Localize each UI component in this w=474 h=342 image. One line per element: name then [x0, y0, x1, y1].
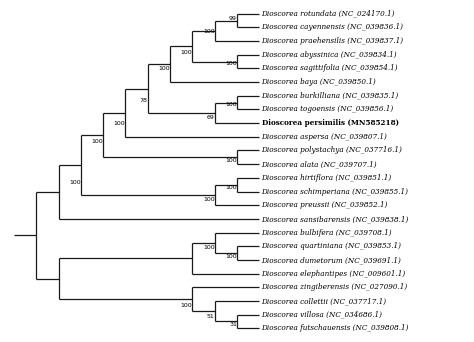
Text: Dioscorea cayennensis (NC_039836.1): Dioscorea cayennensis (NC_039836.1) — [262, 23, 403, 31]
Text: 69: 69 — [207, 115, 215, 120]
Text: 100: 100 — [203, 29, 215, 34]
Text: 100: 100 — [158, 66, 170, 71]
Text: 100: 100 — [203, 245, 215, 250]
Text: Dioscorea dumetorum (NC_039691.1): Dioscorea dumetorum (NC_039691.1) — [262, 256, 401, 264]
Text: 51: 51 — [207, 314, 215, 319]
Text: Dioscorea preussii (NC_039852.1): Dioscorea preussii (NC_039852.1) — [262, 201, 388, 209]
Text: Dioscorea quartiniana (NC_039853.1): Dioscorea quartiniana (NC_039853.1) — [262, 242, 401, 250]
Text: Dioscorea alata (NC_039707.1): Dioscorea alata (NC_039707.1) — [262, 160, 377, 168]
Text: Dioscorea zingiberensis (NC_027090.1): Dioscorea zingiberensis (NC_027090.1) — [262, 283, 408, 291]
Text: 100: 100 — [203, 197, 215, 202]
Text: Dioscorea schimperiana (NC_039855.1): Dioscorea schimperiana (NC_039855.1) — [262, 187, 409, 196]
Text: 100: 100 — [181, 50, 192, 55]
Text: Dioscorea collettii (NC_037717.1): Dioscorea collettii (NC_037717.1) — [262, 297, 387, 305]
Text: 31: 31 — [229, 322, 237, 327]
Text: 100: 100 — [69, 180, 81, 185]
Text: Dioscorea hirtiflora (NC_039851.1): Dioscorea hirtiflora (NC_039851.1) — [262, 174, 392, 182]
Text: Dioscorea sagittifolia (NC_039854.1): Dioscorea sagittifolia (NC_039854.1) — [262, 64, 398, 73]
Text: Dioscorea aspersa (NC_039807.1): Dioscorea aspersa (NC_039807.1) — [262, 133, 387, 141]
Text: 100: 100 — [225, 253, 237, 259]
Text: 100: 100 — [225, 158, 237, 163]
Text: 100: 100 — [91, 139, 103, 144]
Text: 100: 100 — [181, 303, 192, 308]
Text: Dioscorea baya (NC_039850.1): Dioscorea baya (NC_039850.1) — [262, 78, 376, 86]
Text: 99: 99 — [229, 15, 237, 21]
Text: Dioscorea futschauensis (NC_039808.1): Dioscorea futschauensis (NC_039808.1) — [262, 324, 409, 332]
Text: Dioscorea burkilliana (NC_039835.1): Dioscorea burkilliana (NC_039835.1) — [262, 92, 399, 100]
Text: 100: 100 — [225, 102, 237, 107]
Text: Dioscorea bulbifera (NC_039708.1): Dioscorea bulbifera (NC_039708.1) — [262, 228, 392, 237]
Text: Dioscorea polystachya (NC_037716.1): Dioscorea polystachya (NC_037716.1) — [262, 146, 402, 155]
Text: Dioscorea sansibarensis (NC_039838.1): Dioscorea sansibarensis (NC_039838.1) — [262, 215, 409, 223]
Text: 100: 100 — [114, 121, 126, 126]
Text: Dioscorea elephantipes (NC_009601.1): Dioscorea elephantipes (NC_009601.1) — [262, 269, 406, 278]
Text: Dioscorea rotundata (NC_024170.1): Dioscorea rotundata (NC_024170.1) — [262, 10, 395, 18]
Text: Dioscorea praehensilis (NC_039837.1): Dioscorea praehensilis (NC_039837.1) — [262, 37, 404, 45]
Text: Dioscorea persimilis (MN585218): Dioscorea persimilis (MN585218) — [262, 119, 399, 127]
Text: Dioscorea abyssinica (NC_039834.1): Dioscorea abyssinica (NC_039834.1) — [262, 51, 397, 59]
Text: 100: 100 — [225, 185, 237, 190]
Text: Dioscorea villosa (NC_034686.1): Dioscorea villosa (NC_034686.1) — [262, 311, 383, 319]
Text: 100: 100 — [225, 61, 237, 66]
Text: 78: 78 — [140, 97, 148, 103]
Text: Dioscorea togoensis (NC_039856.1): Dioscorea togoensis (NC_039856.1) — [262, 105, 394, 114]
